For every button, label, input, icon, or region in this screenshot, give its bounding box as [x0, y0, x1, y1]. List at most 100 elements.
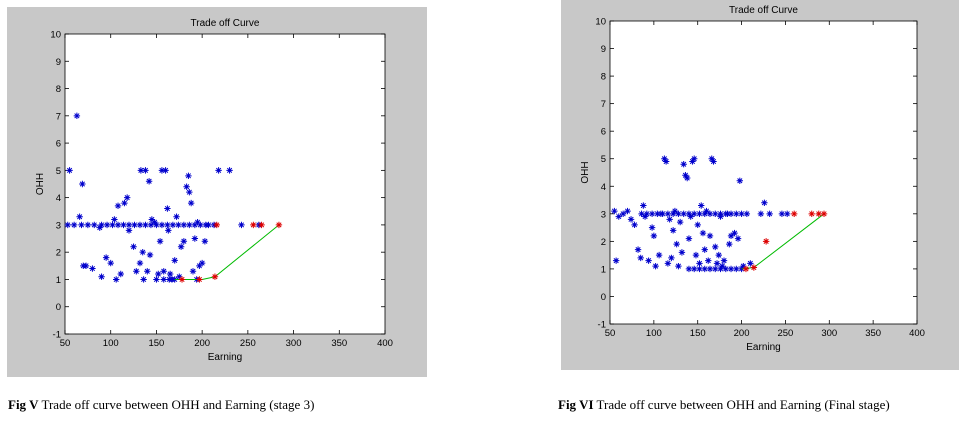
population-point — [171, 257, 178, 264]
y-tick-label: 0 — [601, 292, 606, 303]
figure-v-caption: Fig V Trade off curve between OHH and Ea… — [8, 397, 314, 413]
population-point — [187, 199, 195, 207]
population-point — [738, 210, 745, 218]
population-point — [675, 210, 682, 218]
population-point — [176, 273, 183, 280]
population-point — [79, 180, 86, 188]
population-point — [145, 178, 153, 185]
population-point — [155, 270, 162, 278]
population-point — [107, 259, 114, 267]
population-point — [669, 227, 677, 234]
population-point — [186, 221, 193, 229]
population-point — [109, 221, 116, 229]
population-point — [70, 221, 78, 229]
y-tick-label: -1 — [53, 330, 61, 341]
population-point — [685, 235, 693, 242]
population-point — [671, 207, 679, 215]
population-point — [91, 221, 98, 229]
population-point — [666, 216, 673, 223]
population-point — [611, 207, 618, 215]
pareto-point — [211, 273, 219, 280]
x-tick-label: 100 — [646, 328, 662, 339]
population-point — [717, 210, 724, 218]
figure-v-label: Fig V — [8, 397, 39, 412]
population-point — [727, 265, 735, 273]
population-point — [648, 224, 656, 231]
population-point — [766, 210, 773, 218]
population-point — [680, 210, 687, 218]
population-point — [727, 210, 735, 218]
population-point — [699, 229, 707, 237]
population-point — [631, 221, 638, 229]
pareto-point — [815, 210, 822, 218]
population-point — [619, 210, 627, 218]
x-tick-label: 100 — [103, 338, 119, 349]
population-point — [712, 243, 719, 251]
population-point — [158, 167, 166, 174]
y-tick-label: 10 — [595, 17, 606, 28]
x-tick-label: 400 — [377, 338, 393, 349]
pareto-point — [275, 221, 283, 229]
population-point — [173, 213, 180, 220]
x-tick-label: 400 — [909, 328, 925, 339]
population-point — [194, 218, 201, 226]
population-point — [153, 221, 160, 229]
population-point — [691, 265, 698, 273]
population-point — [652, 262, 659, 270]
population-point — [738, 265, 745, 273]
pareto-point — [213, 221, 220, 229]
y-tick-label: 9 — [601, 44, 606, 55]
population-point — [164, 205, 171, 212]
population-point — [238, 221, 245, 229]
population-point — [715, 251, 722, 259]
population-point — [226, 167, 233, 174]
population-point — [125, 221, 133, 229]
population-point — [139, 248, 146, 256]
population-point — [650, 232, 658, 240]
y-tick-label: 1 — [56, 275, 61, 286]
y-tick-label: 6 — [56, 139, 61, 150]
population-point — [713, 260, 721, 267]
population-point — [722, 210, 729, 218]
population-point — [645, 257, 652, 264]
population-point — [717, 265, 724, 273]
population-point — [151, 218, 158, 226]
population-point — [736, 177, 744, 184]
population-point — [84, 221, 92, 229]
y-tick-label: 2 — [601, 237, 606, 248]
pareto-point — [258, 221, 265, 229]
population-point — [117, 270, 124, 278]
population-point — [144, 268, 151, 275]
population-point — [726, 240, 733, 248]
pareto-point — [750, 264, 758, 271]
population-point — [612, 257, 620, 264]
x-tick-label: 350 — [865, 328, 881, 339]
population-point — [689, 158, 696, 165]
population-point — [722, 265, 729, 273]
population-point — [682, 172, 689, 179]
population-point — [136, 259, 144, 267]
population-point — [691, 155, 698, 162]
y-tick-label: -1 — [598, 320, 606, 331]
population-point — [747, 260, 754, 267]
population-point — [189, 268, 197, 275]
population-point — [659, 210, 666, 218]
population-point — [696, 260, 703, 267]
population-point — [142, 167, 149, 174]
y-tick-label: 8 — [56, 84, 61, 95]
population-point — [669, 210, 677, 218]
population-point — [96, 224, 103, 231]
y-axis-label: OHH — [35, 173, 46, 195]
y-tick-label: 5 — [56, 166, 61, 177]
y-tick-label: 9 — [56, 57, 61, 68]
population-point — [648, 210, 656, 218]
population-point — [685, 265, 693, 273]
population-point — [76, 213, 83, 220]
population-point — [654, 210, 661, 218]
figure-vi-caption-text: Trade off curve between OHH and Earning … — [593, 397, 890, 412]
y-tick-label: 8 — [601, 72, 606, 83]
population-point — [703, 207, 710, 215]
pareto-point — [196, 276, 203, 283]
